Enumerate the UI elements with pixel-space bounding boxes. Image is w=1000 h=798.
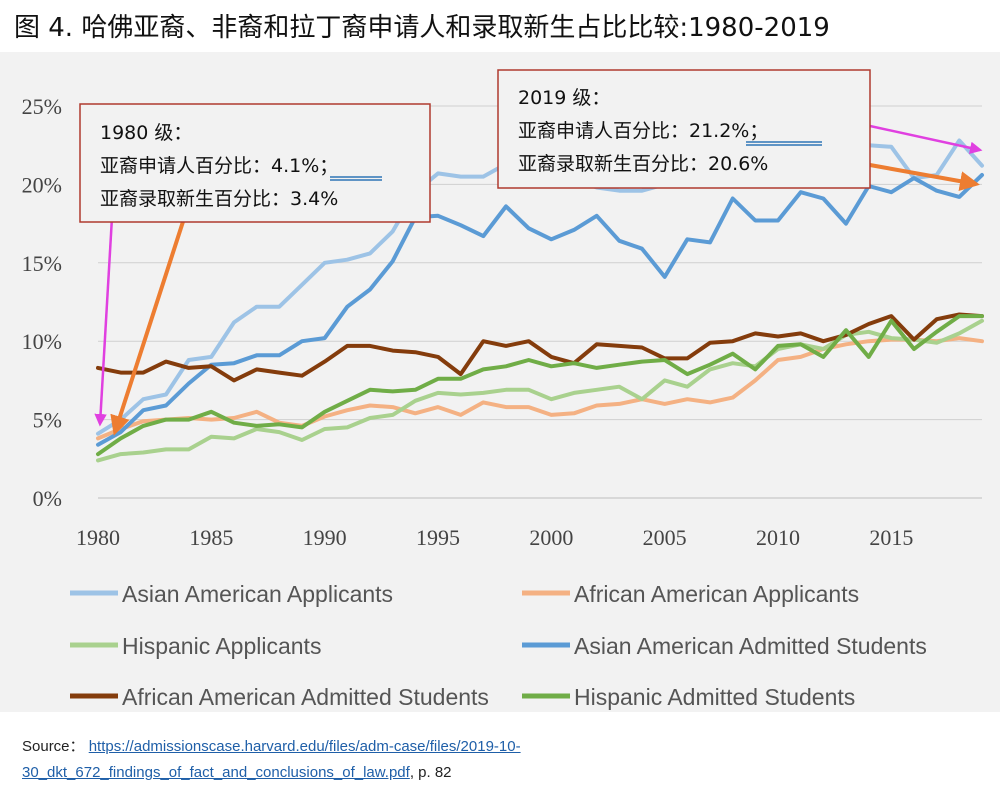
x-tick-label: 1995 xyxy=(416,525,460,550)
source-url-line2: 30_dkt_672_findings_of_fact_and_conclusi… xyxy=(22,764,410,781)
legend: Asian American Applicants African America… xyxy=(70,581,927,710)
x-tick-label: 1990 xyxy=(303,525,347,550)
annotation-2019-line2: 亚裔申请人百分比：21.2%； xyxy=(518,120,768,142)
source-citation: Source： https://admissionscase.harvard.e… xyxy=(22,734,982,786)
legend-label: Hispanic Applicants xyxy=(122,633,321,659)
annotation-1980-line2: 亚裔申请人百分比：4.1%； xyxy=(100,155,338,177)
annotation-box-2019 xyxy=(497,69,871,189)
arrow-1980-applicants xyxy=(94,199,115,427)
y-tick-label: 0% xyxy=(33,486,62,511)
x-tick-label: 2010 xyxy=(756,525,800,550)
annotation-1980: 1980 级： 亚裔申请人百分比：4.1%； 亚裔录取新生百分比：3.4% xyxy=(79,103,431,223)
annotation-arrows xyxy=(94,124,983,436)
source-url-line1: https://admissionscase.harvard.edu/files… xyxy=(88,738,521,755)
arrow-2019-applicants xyxy=(869,124,983,154)
source-link[interactable]: https://admissionscase.harvard.edu/files… xyxy=(22,738,521,781)
x-tick-label: 2000 xyxy=(529,525,573,550)
source-label: Source： xyxy=(22,738,85,755)
series-line-5 xyxy=(96,312,984,383)
y-tick-label: 10% xyxy=(22,329,62,354)
series-line-4 xyxy=(96,173,984,447)
y-tick-label: 25% xyxy=(22,94,62,119)
legend-label: African American Applicants xyxy=(574,581,859,607)
y-tick-label: 15% xyxy=(22,251,62,276)
x-tick-label: 2015 xyxy=(869,525,913,550)
line-chart: 0% 5% 10% 15% 20% 25% 1980 1985 1990 1995 2000 200… xyxy=(22,69,984,710)
y-tick-label: 20% xyxy=(22,172,62,197)
annotation-2019-line3: 亚裔录取新生百分比：20.6% xyxy=(518,153,768,175)
series-line-3 xyxy=(96,318,984,463)
x-tick-label: 2005 xyxy=(643,525,687,550)
annotation-2019-line1: 2019 级： xyxy=(518,87,610,109)
y-tick-labels: 0% 5% 10% 15% 20% 25% xyxy=(22,94,62,511)
annotation-box-1980 xyxy=(79,103,431,223)
legend-label: African American Admitted Students xyxy=(122,684,489,710)
legend-label: Asian American Applicants xyxy=(122,581,393,607)
x-tick-label: 1985 xyxy=(189,525,233,550)
chart-title: 图 4. 哈佛亚裔、非裔和拉丁裔申请人和录取新生占比比较:1980-2019 xyxy=(14,13,830,43)
legend-label: Hispanic Admitted Students xyxy=(574,684,855,710)
annotation-1980-line3: 亚裔录取新生百分比：3.4% xyxy=(100,188,338,210)
arrow-1980-admitted xyxy=(110,199,192,436)
annotation-1980-line1: 1980 级： xyxy=(100,122,192,144)
x-tick-labels: 1980 1985 1990 1995 2000 2005 2010 2015 xyxy=(76,525,913,550)
annotation-2019: 2019 级： 亚裔申请人百分比：21.2%； 亚裔录取新生百分比：20.6% xyxy=(497,69,871,189)
y-tick-label: 5% xyxy=(33,408,62,433)
legend-label: Asian American Admitted Students xyxy=(574,633,927,659)
x-tick-label: 1980 xyxy=(76,525,120,550)
series-line-2 xyxy=(96,336,984,441)
arrow-2019-admitted xyxy=(869,163,980,192)
series-line-6 xyxy=(96,314,984,457)
source-page: , p. 82 xyxy=(409,764,452,781)
